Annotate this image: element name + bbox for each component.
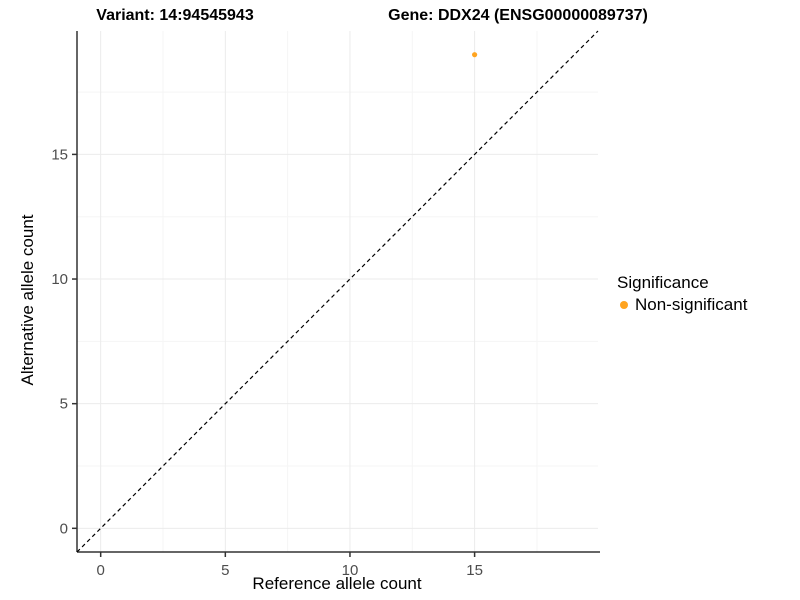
y-tick-label: 10 <box>51 271 68 288</box>
x-tick-label: 0 <box>97 562 105 579</box>
y-tick-label: 15 <box>51 146 68 163</box>
y-tick-label: 5 <box>60 396 68 413</box>
x-axis-title: Reference allele count <box>252 574 422 593</box>
x-tick-label: 15 <box>466 562 483 579</box>
legend-item-label: Non-significant <box>635 295 748 314</box>
identity-dashed-line <box>76 30 599 553</box>
legend-title: Significance <box>617 273 709 292</box>
x-tick-label: 5 <box>221 562 229 579</box>
legend: Significance Non-significant <box>617 273 747 315</box>
x-tick-label: 10 <box>342 562 359 579</box>
gene-title: Gene: DDX24 (ENSG00000089737) <box>388 7 648 24</box>
y-axis-title: Alternative allele count <box>18 214 37 386</box>
legend-point-icon <box>620 301 628 309</box>
y-tick-label: 0 <box>60 520 68 537</box>
data-point <box>472 52 478 58</box>
legend-item: Non-significant <box>617 295 747 315</box>
variant-title: Variant: 14:94545943 <box>96 7 254 24</box>
